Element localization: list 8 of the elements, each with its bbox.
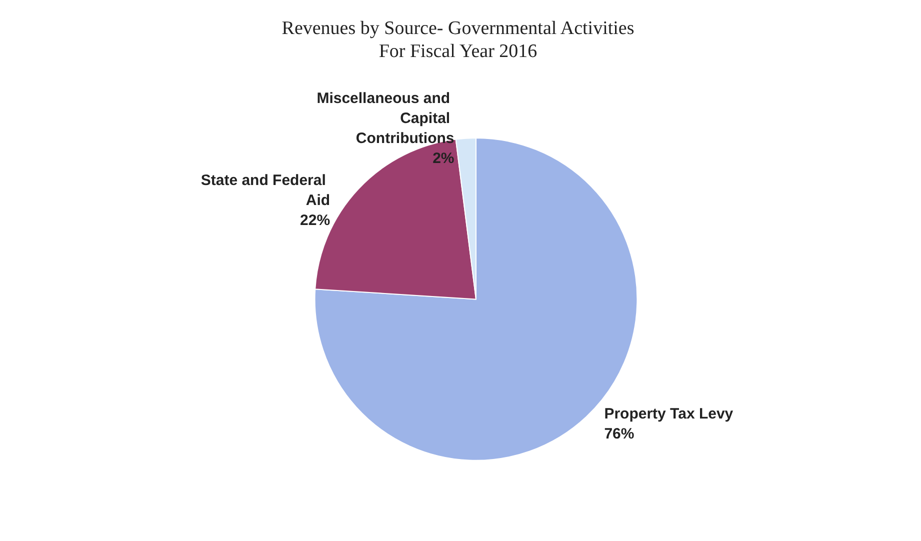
data-label: 76% — [604, 426, 634, 442]
chart-subtitle: For Fiscal Year 2016 — [378, 41, 538, 62]
data-label: 2% — [432, 150, 454, 167]
slice-label: Property Tax Levy — [604, 406, 734, 422]
slice-label: State and Federal Aid — [200, 172, 330, 209]
slice-label: Miscellaneous and Capital Contributions — [316, 90, 454, 147]
data-label: 22% — [300, 212, 330, 229]
chart-title: Revenues by Source- Governmental Activities — [282, 18, 634, 39]
